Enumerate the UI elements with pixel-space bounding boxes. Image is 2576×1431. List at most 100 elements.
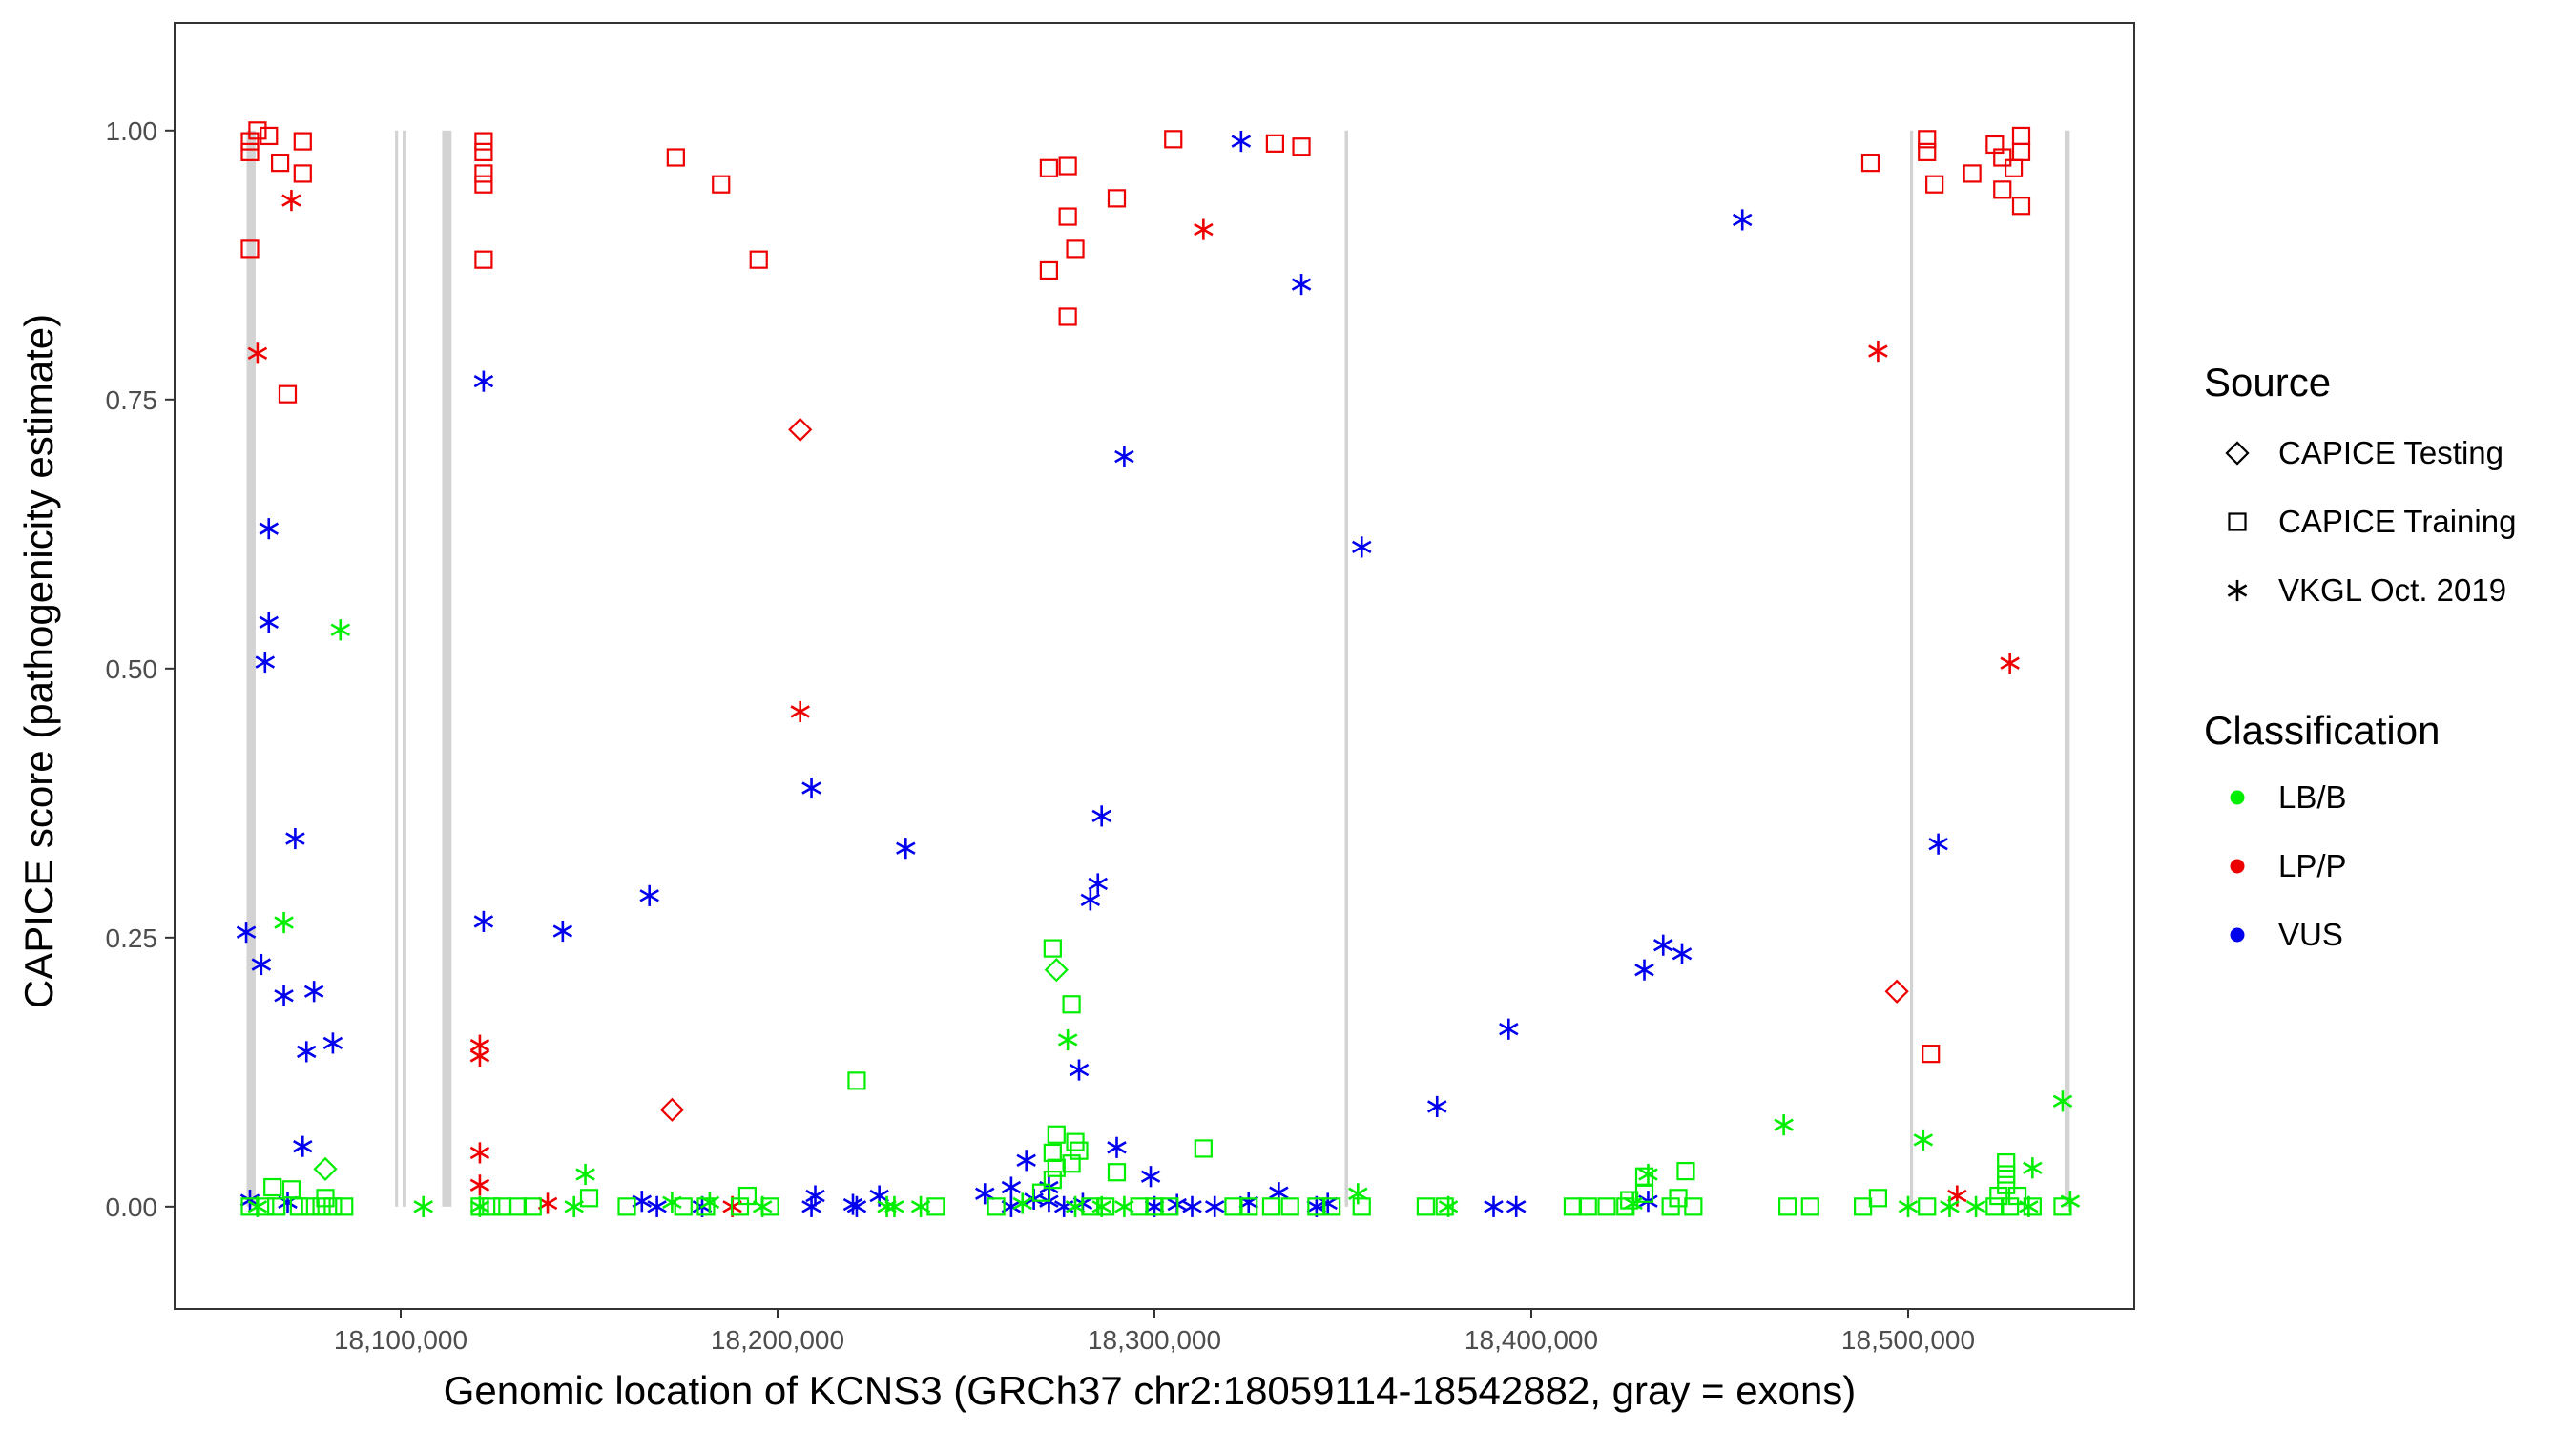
point-vus-asterisk: [647, 1195, 667, 1217]
point-vus-asterisk: [632, 1191, 653, 1213]
point-lbb-asterisk: [575, 1163, 595, 1186]
point-lbb-asterisk: [274, 911, 294, 934]
asterisk-stroke: [1001, 1180, 1022, 1194]
point-vus-asterisk: [297, 1041, 317, 1063]
point-lbb-square: [1043, 1143, 1062, 1163]
asterisk-stroke: [473, 915, 494, 928]
point-vus-asterisk: [639, 884, 659, 906]
asterisk-stroke: [1774, 1118, 1794, 1131]
asterisk-stroke: [1204, 1200, 1225, 1213]
x-tick-label: 18,300,000: [1088, 1325, 1221, 1355]
legend-color-dot-icon: [2230, 927, 2245, 943]
point-lpp-asterisk: [1868, 340, 1888, 363]
point-vus-asterisk: [274, 985, 294, 1006]
point-lpp-square: [1963, 164, 1982, 183]
x-tick-label: 18,100,000: [334, 1325, 467, 1355]
point-vus-asterisk: [303, 981, 324, 1003]
asterisk-stroke: [469, 1200, 490, 1213]
asterisk-stroke: [1114, 449, 1134, 464]
point-lbb-square: [1578, 1197, 1597, 1216]
point-lpp-square: [2011, 197, 2031, 216]
asterisk-stroke: [877, 1200, 897, 1213]
point-lbb-square: [523, 1197, 542, 1216]
asterisk-stroke: [564, 1200, 584, 1213]
asterisk-stroke: [2000, 656, 2020, 670]
point-lbb-square: [1130, 1197, 1149, 1216]
asterisk-stroke: [1499, 1023, 1519, 1036]
asterisk-stroke: [801, 781, 821, 795]
asterisk-stroke: [1057, 1033, 1078, 1047]
point-vus-asterisk: [251, 953, 272, 976]
point-lpp-square: [749, 250, 768, 269]
point-vus-asterisk: [1204, 1195, 1225, 1217]
point-lpp-square: [1918, 130, 1937, 149]
point-lbb-square: [987, 1197, 1006, 1216]
point-lpp-square: [1292, 137, 1311, 156]
point-lpp-asterisk: [2000, 653, 2020, 674]
asterisk-stroke: [293, 1140, 313, 1153]
asterisk-stroke: [1107, 1141, 1127, 1154]
point-lbb-square: [256, 1197, 275, 1216]
point-lbb-asterisk: [1940, 1195, 1960, 1217]
asterisk-stroke: [1484, 1200, 1504, 1213]
asterisk-stroke: [247, 346, 268, 360]
point-lbb-square: [289, 1197, 308, 1216]
point-lpp-square: [1860, 154, 1880, 173]
asterisk-stroke: [1672, 947, 1693, 961]
point-vus-asterisk: [1016, 1150, 1036, 1172]
exon-band: [2064, 130, 2070, 1207]
legend-classification-items: LB/B LP/P VUS: [2230, 779, 2347, 952]
asterisk-stroke: [1352, 540, 1372, 554]
point-lbb-asterisk: [1965, 1195, 1986, 1217]
asterisk-stroke: [1947, 1189, 1967, 1203]
point-vus-asterisk: [259, 518, 279, 540]
x-axis-title: Genomic location of KCNS3 (GRCh37 chr2:1…: [444, 1368, 1857, 1413]
legend-color-dot-icon: [2230, 790, 2245, 805]
asterisk-stroke: [1940, 1200, 1960, 1213]
point-lbb-square: [1043, 1171, 1062, 1190]
asterisk-stroke: [1016, 1153, 1036, 1167]
asterisk-stroke: [413, 1200, 433, 1213]
legend: Source CAPICE Testing CAPICE Training VKGL…: [2204, 360, 2516, 952]
asterisk-stroke: [1506, 1200, 1527, 1213]
point-vus-asterisk: [1499, 1018, 1519, 1040]
point-lpp-square: [474, 142, 493, 161]
point-lbb-asterisk: [910, 1195, 931, 1217]
asterisk-stroke: [1348, 1187, 1368, 1200]
asterisk-stroke: [1114, 1200, 1134, 1213]
point-lbb-square: [263, 1177, 282, 1197]
point-lbb-square: [696, 1197, 716, 1216]
legend-classification-title: Classification: [2204, 708, 2440, 753]
asterisk-stroke: [975, 1187, 995, 1200]
point-vus-asterisk: [473, 910, 494, 932]
legend-classification-label: VUS: [2278, 917, 2343, 952]
asterisk-stroke: [537, 1196, 558, 1211]
point-lpp-asterisk: [469, 1142, 490, 1164]
asterisk-stroke: [259, 615, 279, 629]
point-lpp-square: [474, 175, 493, 194]
exon-band: [395, 130, 399, 1207]
point-lpp-asterisk: [469, 1045, 490, 1067]
point-vus-asterisk: [552, 920, 573, 943]
asterisk-stroke: [2227, 584, 2248, 597]
point-lpp-square: [474, 164, 493, 183]
asterisk-stroke: [1182, 1200, 1202, 1213]
asterisk-stroke: [1634, 964, 1654, 977]
x-tick-label: 18,200,000: [711, 1325, 844, 1355]
point-vus-asterisk: [1140, 1166, 1161, 1188]
legend-key-asterisk-icon: [2227, 579, 2248, 602]
point-lpp-square: [271, 154, 290, 173]
asterisk-stroke: [322, 1036, 343, 1050]
point-lbb-asterisk: [413, 1195, 433, 1217]
point-vus-asterisk: [1182, 1195, 1202, 1217]
point-vus-asterisk: [239, 1189, 260, 1212]
point-lbb-square: [1563, 1197, 1583, 1216]
point-lbb-square: [470, 1197, 489, 1216]
legend-key-square-icon: [2228, 512, 2247, 531]
point-lpp-square: [1922, 1045, 1941, 1064]
asterisk-stroke: [1012, 1196, 1032, 1211]
point-lbb-square: [617, 1197, 636, 1216]
asterisk-stroke: [274, 916, 294, 929]
point-vus-asterisk: [1672, 943, 1693, 964]
asterisk-stroke: [469, 1049, 490, 1063]
